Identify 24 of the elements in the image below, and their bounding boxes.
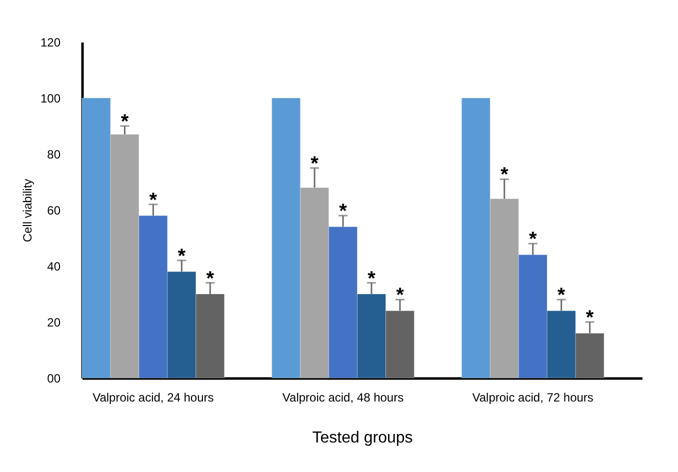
y-axis-title: Cell viability: [20, 178, 34, 242]
data-label: *: [368, 268, 376, 290]
data-label: *: [528, 228, 537, 251]
x-tick-label: Valproic acid, 72 hours: [472, 390, 594, 404]
y-tick-label: 40: [47, 260, 61, 274]
x-tick-label: Valproic acid, 24 hours: [92, 390, 214, 404]
data-label: *: [149, 189, 158, 212]
data-label: *: [339, 200, 348, 223]
y-tick-label: 80: [47, 148, 61, 162]
data-label: *: [206, 268, 214, 290]
data-label: *: [120, 111, 129, 133]
y-tick-label: 00: [47, 372, 61, 386]
y-tick-label: 60: [47, 204, 61, 218]
data-label: *: [500, 164, 508, 186]
data-label: *: [310, 153, 319, 175]
x-tick-label: Valproic acid, 48 hours: [282, 390, 404, 404]
data-label: *: [178, 245, 186, 268]
data-label: *: [557, 284, 566, 307]
y-tick-label: 120: [40, 36, 61, 50]
y-tick-label: 20: [47, 316, 61, 330]
data-label: *: [586, 307, 594, 329]
x-axis-title: Tested groups: [312, 430, 413, 446]
data-label: *: [396, 284, 404, 307]
y-tick-label: 100: [40, 92, 61, 106]
